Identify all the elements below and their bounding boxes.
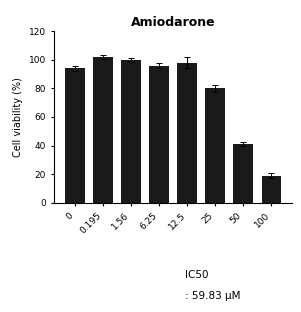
Bar xyxy=(121,60,141,203)
Bar xyxy=(205,88,225,203)
Bar xyxy=(93,57,113,203)
Text: IC50: IC50 xyxy=(185,270,209,280)
Bar xyxy=(65,68,85,203)
Bar xyxy=(177,63,197,203)
Bar xyxy=(234,144,253,203)
Bar xyxy=(149,66,169,203)
Text: : 59.83 μM: : 59.83 μM xyxy=(185,291,240,301)
Bar xyxy=(262,176,281,203)
Title: Amiodarone: Amiodarone xyxy=(131,16,216,29)
Y-axis label: Cell viability (%): Cell viability (%) xyxy=(13,77,23,157)
